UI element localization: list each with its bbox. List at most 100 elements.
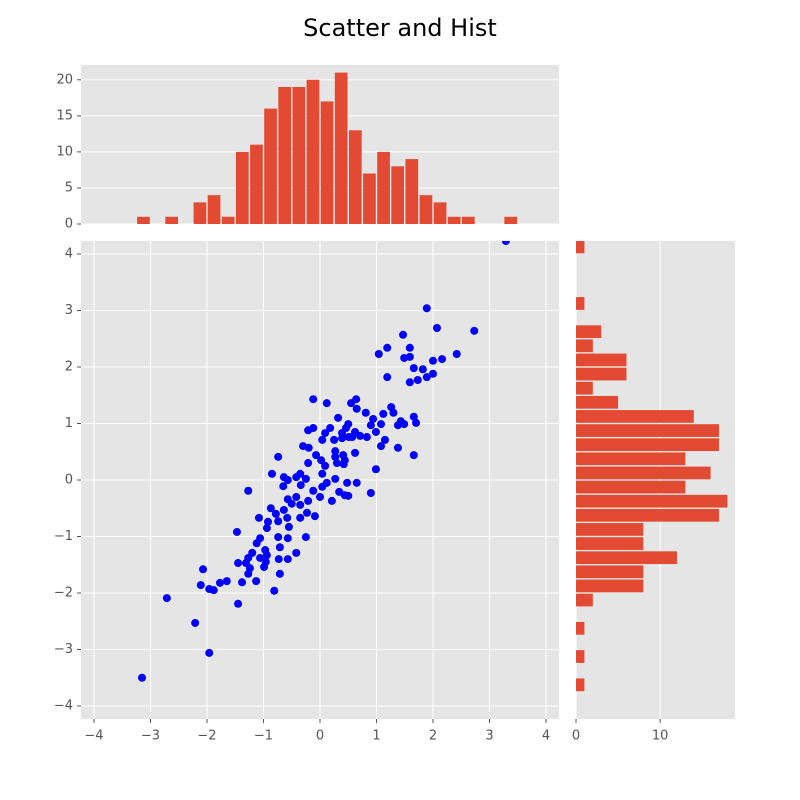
- point: [252, 577, 261, 586]
- hist-bar: [576, 452, 686, 466]
- point: [222, 577, 231, 586]
- point: [296, 469, 305, 478]
- hist-bar: [165, 216, 179, 224]
- hist-bar: [433, 202, 447, 224]
- x-tick-label: 1: [372, 729, 380, 744]
- point: [196, 581, 205, 590]
- hist-bar: [306, 79, 320, 224]
- point: [316, 492, 324, 501]
- point: [331, 447, 340, 456]
- hist-bar: [576, 438, 720, 452]
- hist-bar: [576, 551, 677, 565]
- x-tick-label: 3: [485, 729, 493, 744]
- point: [400, 420, 409, 429]
- hist-bar: [320, 101, 334, 224]
- point: [252, 539, 261, 548]
- hist-bar: [576, 395, 619, 409]
- point: [267, 469, 276, 478]
- point: [347, 399, 356, 408]
- point: [266, 504, 275, 513]
- point: [339, 460, 348, 469]
- point: [409, 451, 418, 460]
- point: [138, 673, 147, 682]
- marks: [576, 241, 728, 692]
- point: [422, 304, 431, 313]
- point: [334, 413, 343, 422]
- point: [283, 555, 292, 564]
- hist-bar: [292, 86, 306, 224]
- point: [352, 478, 361, 487]
- point: [432, 324, 441, 333]
- point: [331, 452, 340, 461]
- x-tick-label: 0: [572, 729, 580, 744]
- point: [274, 517, 283, 526]
- hist-bar: [405, 159, 419, 224]
- hist-bar: [363, 173, 376, 224]
- point: [317, 456, 326, 465]
- point: [330, 435, 339, 444]
- point: [452, 350, 461, 359]
- y-tick-label: 1: [65, 416, 73, 431]
- hist-bar: [419, 195, 433, 224]
- hist-bar: [334, 72, 348, 224]
- y-tick-label: 4: [65, 246, 73, 261]
- point: [393, 421, 402, 430]
- point: [205, 648, 214, 657]
- point: [292, 548, 301, 557]
- y-tick-label: −3: [54, 642, 73, 657]
- point: [234, 599, 243, 608]
- hist-bar: [207, 195, 221, 224]
- point: [304, 426, 313, 435]
- hist-bar: [576, 241, 585, 254]
- hist-bar: [264, 108, 277, 224]
- point: [318, 469, 327, 478]
- point: [199, 565, 208, 574]
- point: [405, 343, 414, 352]
- point: [260, 563, 269, 572]
- point: [374, 350, 383, 359]
- point: [284, 522, 293, 531]
- point: [393, 443, 402, 452]
- point: [326, 424, 335, 433]
- hist-bar: [576, 508, 720, 522]
- point: [379, 409, 388, 418]
- hist-bar: [576, 593, 593, 607]
- point: [304, 443, 313, 452]
- point: [234, 559, 243, 568]
- hist-bar: [504, 216, 518, 224]
- point: [399, 330, 408, 339]
- point: [371, 427, 380, 436]
- hist-bar: [447, 216, 461, 224]
- hist-bar: [576, 537, 644, 550]
- point: [209, 586, 218, 595]
- point: [501, 241, 510, 245]
- hist-bar: [278, 86, 292, 224]
- y-tick-label: 15: [56, 108, 73, 123]
- point: [405, 378, 414, 387]
- point: [279, 482, 288, 491]
- x-tick-label: −3: [141, 729, 160, 744]
- point: [244, 486, 253, 495]
- point: [270, 586, 279, 595]
- point: [296, 481, 305, 490]
- point: [362, 433, 371, 442]
- point: [312, 451, 321, 460]
- point: [215, 578, 224, 587]
- point: [352, 404, 361, 413]
- point: [418, 365, 427, 374]
- point: [279, 505, 288, 514]
- point: [254, 513, 263, 522]
- point: [318, 482, 327, 491]
- point: [296, 500, 305, 509]
- point: [292, 492, 301, 501]
- hist-bar: [576, 494, 728, 508]
- point: [310, 512, 319, 521]
- x-tick-label: 0: [316, 729, 324, 744]
- point: [274, 452, 283, 461]
- hist-bar: [576, 353, 627, 367]
- hist-bar: [576, 325, 602, 339]
- hist-bar: [377, 151, 390, 224]
- hist-bar: [576, 466, 711, 480]
